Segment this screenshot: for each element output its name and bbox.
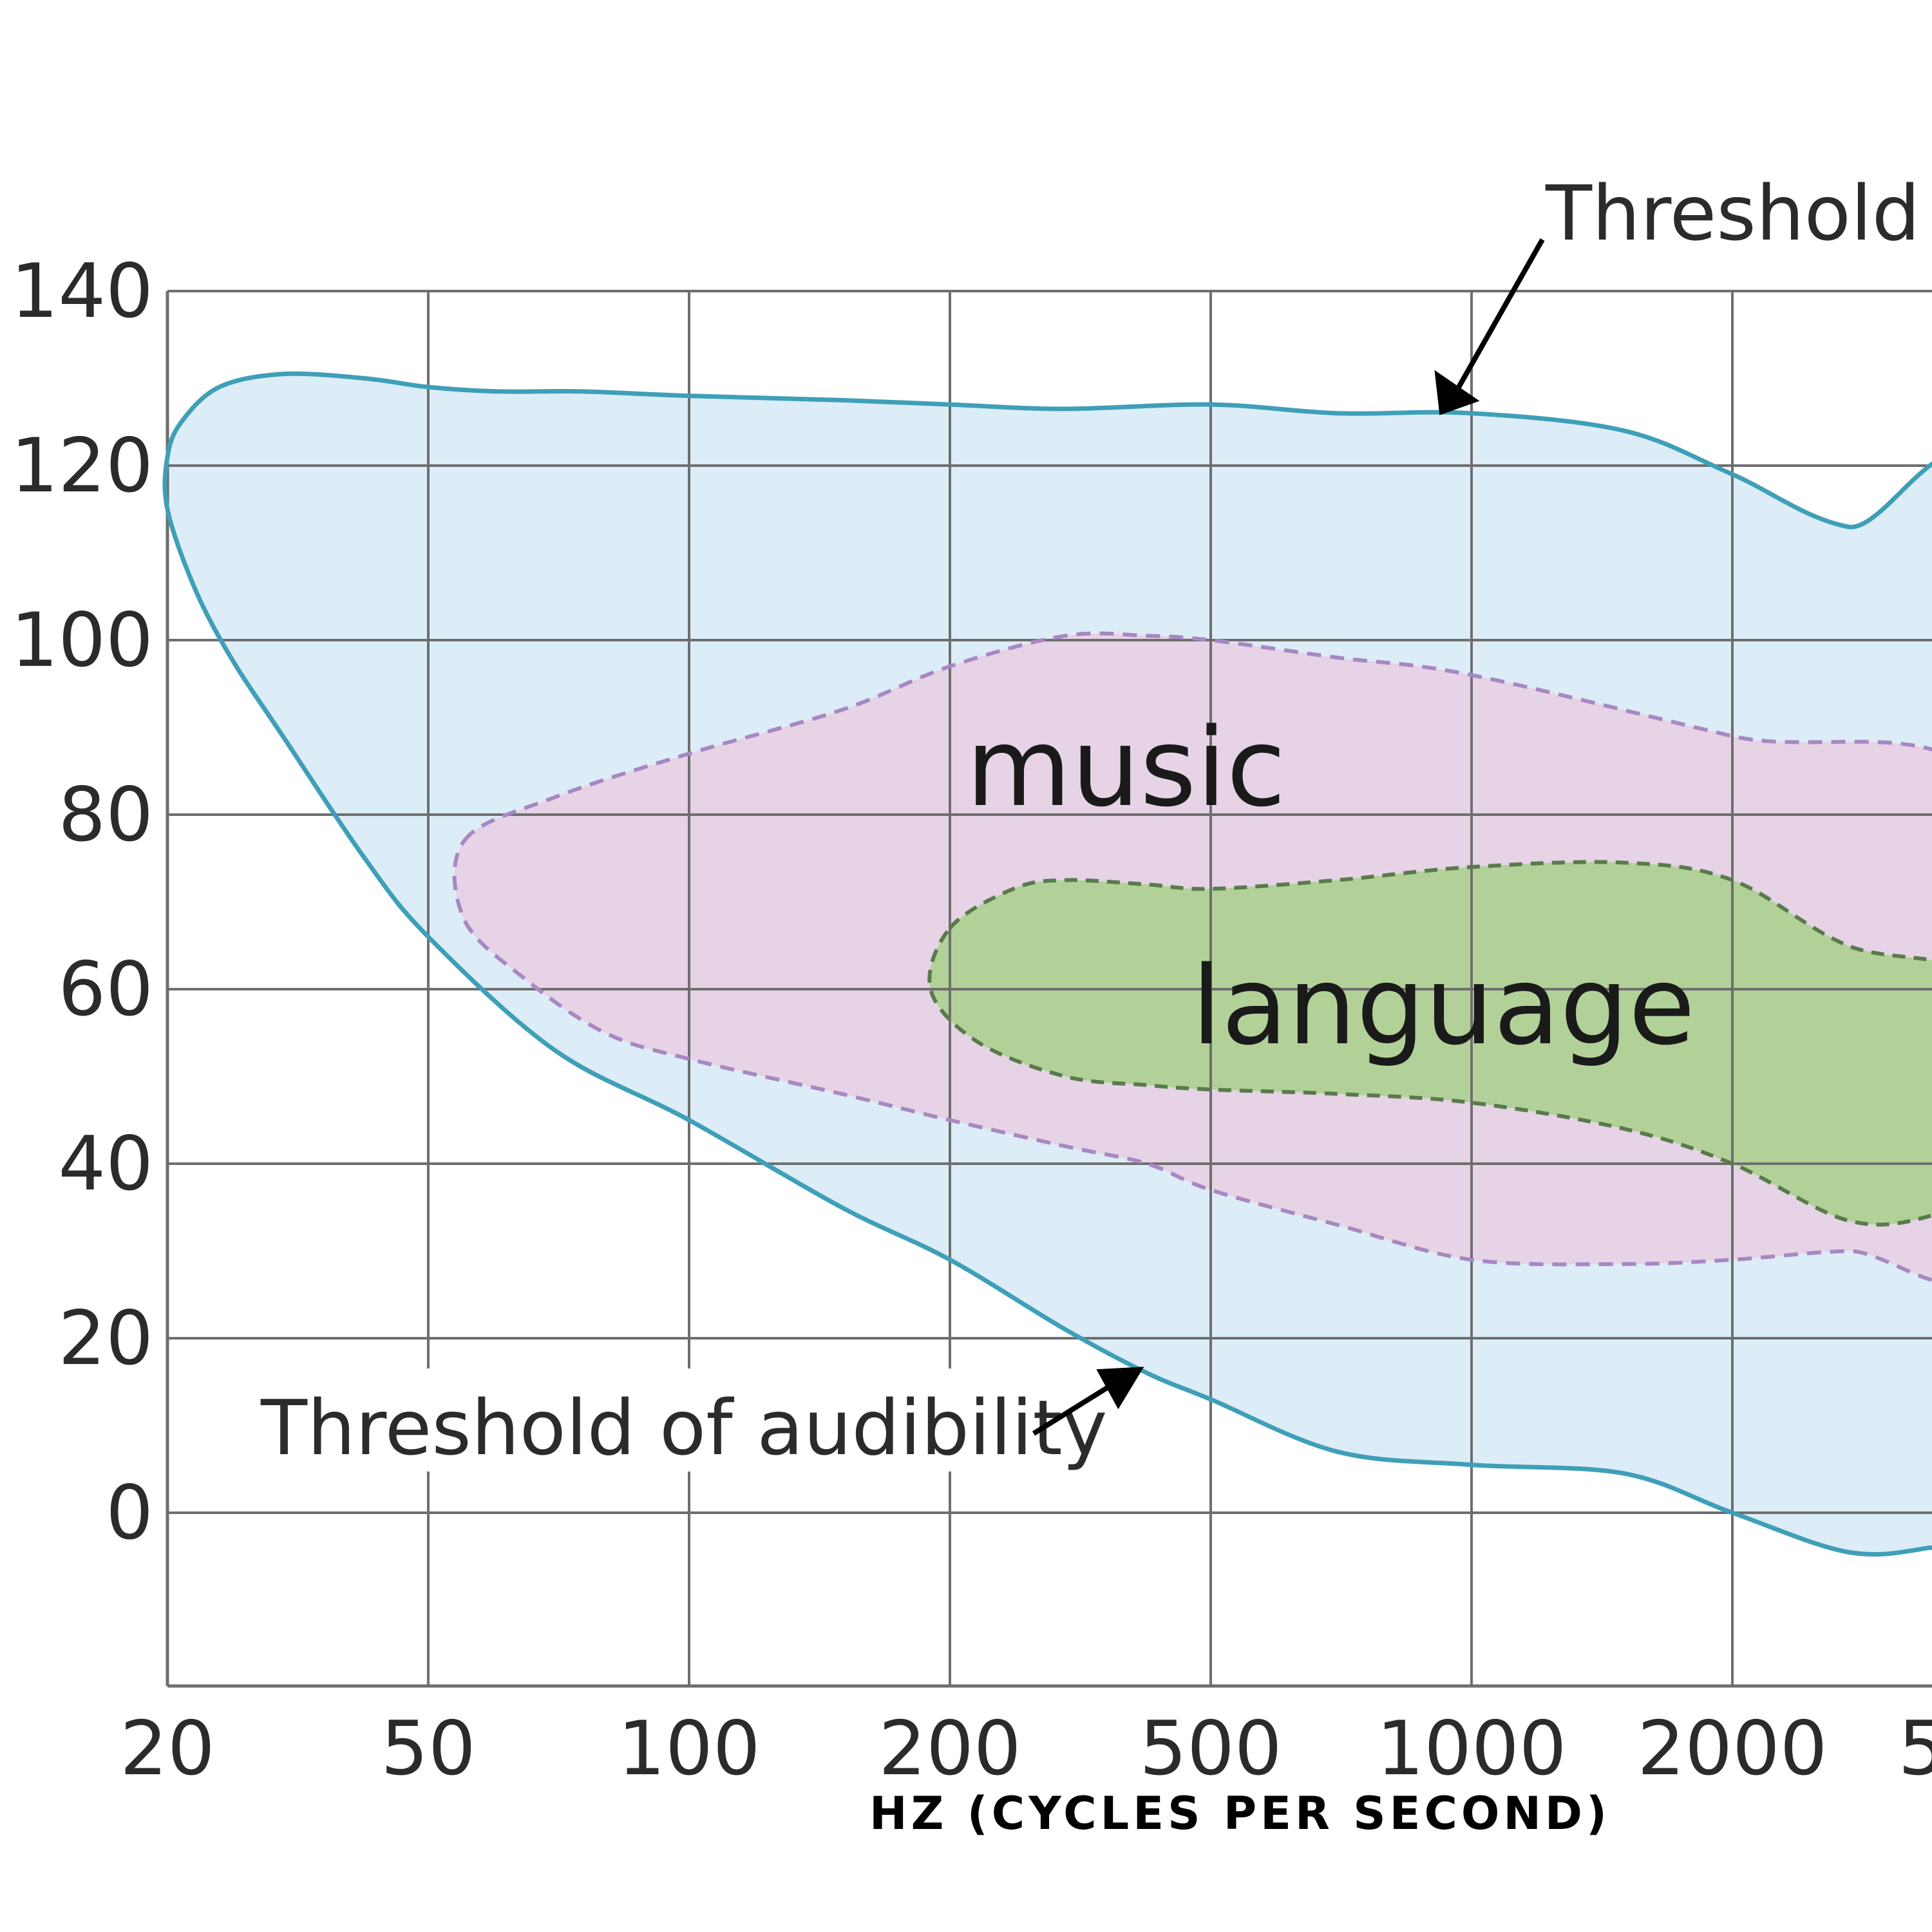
x-axis-title: HZ (CYCLES PER SECOND) [869, 1787, 1611, 1840]
y-tick-labels: 140 120 100 80 60 40 20 0 [11, 248, 153, 1557]
threshold-of-pain-arrow-shaft [1451, 238, 1545, 397]
music-region-label: music [966, 705, 1286, 831]
x-tick-label-20: 20 [120, 1705, 215, 1792]
threshold-of-audibility-arrow-shaft [1032, 1378, 1120, 1436]
y-tick-label-140: 140 [11, 248, 153, 335]
language-area-fill [929, 862, 1932, 1225]
threshold-of-audibility-label: Threshold of audibility [260, 1383, 1107, 1472]
x-tick-label-5000: 5000 [1898, 1705, 1932, 1792]
threshold-of-pain-arrowhead [1434, 370, 1480, 415]
language-region-label: language [1191, 943, 1695, 1069]
threshold-of-audibility-label-background [251, 1368, 1043, 1472]
x-tick-label-50: 50 [381, 1705, 476, 1792]
x-tick-labels: 20 50 100 200 500 1000 2000 5000 [120, 1705, 1932, 1792]
annotations-layer: Threshold o Threshold of audibility [251, 169, 1932, 1472]
language-area-outline [927, 860, 1932, 1227]
y-tick-label-100: 100 [11, 597, 153, 684]
y-tick-label-120: 120 [11, 422, 153, 509]
x-tick-label-1000: 1000 [1376, 1705, 1566, 1792]
hearing-range-area-outline [162, 371, 1932, 1557]
regions-layer [164, 374, 1932, 1555]
x-tick-label-100: 100 [618, 1705, 760, 1792]
y-tick-label-0: 0 [106, 1470, 153, 1557]
y-tick-label-20: 20 [58, 1295, 153, 1382]
x-tick-label-2000: 2000 [1637, 1705, 1827, 1792]
y-tick-label-60: 60 [58, 946, 153, 1033]
x-tick-label-200: 200 [878, 1705, 1021, 1792]
x-tick-label-500: 500 [1139, 1705, 1282, 1792]
y-tick-label-40: 40 [58, 1121, 153, 1208]
y-tick-label-80: 80 [58, 772, 153, 858]
grid-layer [166, 290, 1932, 1688]
outlines-layer [162, 371, 1932, 1557]
threshold-of-pain-label: Threshold o [1545, 169, 1932, 258]
music-area-outline [452, 631, 1932, 1282]
threshold-of-audibility-arrowhead [1096, 1367, 1144, 1410]
